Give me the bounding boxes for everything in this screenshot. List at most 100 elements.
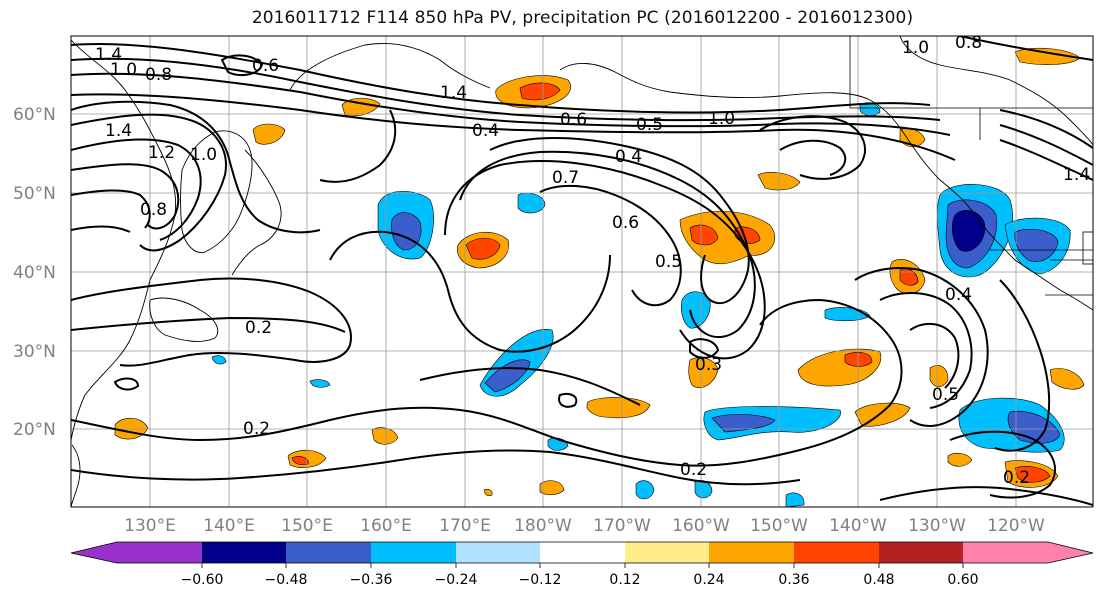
precip-positive-area — [947, 452, 973, 467]
precip-positive-area — [1049, 368, 1085, 390]
precip-negative-area — [211, 355, 227, 365]
contour-label: 0.6 — [252, 56, 279, 76]
lat-label: 20°N — [13, 420, 56, 440]
precip-positive-area — [688, 357, 719, 389]
lon-label: 150°W — [750, 516, 808, 536]
contour-label: 0.5 — [636, 115, 663, 135]
precip-negative-area — [309, 379, 331, 388]
colorbar-tick-label: 0.60 — [947, 572, 978, 588]
contour-labels: 1.4 1.0 0.8 0.6 1.4 1.4 1.2 1.0 0.8 0.2 … — [95, 33, 1090, 488]
precip-positive-area — [483, 488, 493, 497]
precip-negative-area — [951, 210, 986, 252]
lat-label: 40°N — [13, 263, 56, 283]
contour-label: 1.0 — [190, 145, 217, 165]
contour-label: 1.4 — [105, 121, 132, 141]
precip-positive-area — [252, 123, 286, 145]
contour-label: 1.0 — [110, 60, 137, 80]
colorbar-segment — [371, 542, 456, 563]
precip-positive-area — [539, 480, 565, 496]
colorbar-segment — [71, 542, 202, 563]
latitude-labels: 60°N 50°N 40°N 30°N 20°N — [13, 105, 56, 440]
precip-positive-area — [689, 224, 719, 246]
map-frame — [70, 35, 1094, 508]
contour-label: 0.3 — [695, 355, 722, 375]
lon-label: 160°E — [360, 516, 412, 536]
colorbar-segment — [286, 542, 371, 563]
colorbar-tick-label: −0.12 — [519, 572, 562, 588]
precip-positive-area — [519, 82, 561, 101]
lat-label: 60°N — [13, 105, 56, 125]
contour-label: 0.4 — [615, 147, 642, 167]
lat-label: 50°N — [13, 184, 56, 204]
borders — [849, 36, 1093, 296]
contour-label: 0.6 — [612, 213, 639, 233]
colorbar-tick-label: 0.48 — [863, 572, 894, 588]
precip-positive-area — [586, 397, 651, 419]
colorbar-tick-label: 0.24 — [693, 572, 724, 588]
contour-label: 1.0 — [708, 109, 735, 129]
precip-negative-area — [517, 192, 546, 214]
contour-label: 1.0 — [902, 38, 929, 58]
lon-label: 140°E — [203, 516, 255, 536]
lon-label: 170°E — [439, 516, 491, 536]
precip-negative-area — [711, 414, 776, 433]
contour-label: 0.2 — [680, 460, 707, 480]
contour-label: 0.4 — [945, 285, 972, 305]
colorbar-tick-label: 0.12 — [609, 572, 640, 588]
colorbar-segment — [456, 542, 540, 563]
contour-label: 0.4 — [472, 121, 499, 141]
lon-label: 120°W — [987, 516, 1045, 536]
colorbar-segment — [625, 542, 709, 563]
colorbar-tick-label: 0.36 — [778, 572, 809, 588]
pv-contours — [71, 36, 1093, 506]
colorbar: −0.60 −0.48 −0.36 −0.24 −0.12 0.12 0.24 … — [70, 541, 1094, 588]
precip-positive-area — [929, 365, 949, 388]
precip-positive-area — [854, 402, 911, 427]
contour-label: 0.8 — [140, 200, 167, 220]
colorbar-tick-label: −0.24 — [435, 572, 478, 588]
colorbar-segment — [202, 542, 286, 563]
contour-label: 1.4 — [440, 83, 467, 103]
colorbar-segment — [879, 542, 963, 563]
colorbar-tick-label: −0.60 — [181, 572, 224, 588]
contour-label: 0.5 — [932, 385, 959, 405]
colorbar-tick-label: −0.48 — [265, 572, 308, 588]
precip-negative-area — [1014, 229, 1059, 262]
coastlines — [71, 36, 1093, 507]
map-title: 2016011712 F114 850 hPa PV, precipitatio… — [251, 8, 914, 28]
contour-label: 1.4 — [1063, 165, 1090, 185]
colorbar-outline — [70, 541, 1094, 564]
lon-label: 170°W — [593, 516, 651, 536]
precip-positive-area — [371, 427, 399, 445]
contour-label: 0.2 — [245, 318, 272, 338]
lon-label: 140°W — [829, 516, 887, 536]
precip-positive-area — [797, 348, 882, 387]
precip-negative-area — [635, 480, 655, 500]
contour-label: 1.4 — [95, 45, 122, 65]
contour-label: 0.5 — [655, 252, 682, 272]
contour-label: 0.8 — [955, 33, 982, 53]
contour-label: 0.6 — [560, 110, 587, 130]
contour-label: 1.2 — [148, 143, 175, 163]
map-gridlines — [71, 36, 1093, 507]
colorbar-segment — [963, 542, 1093, 563]
colorbar-tick-label: −0.36 — [350, 572, 393, 588]
colorbar-segment — [709, 542, 794, 563]
lon-label: 180°W — [514, 516, 572, 536]
precip-positive-area — [465, 237, 501, 260]
precip-positive-area — [1014, 466, 1051, 483]
lon-label: 150°E — [281, 516, 333, 536]
contour-label: 0.2 — [1003, 468, 1030, 488]
precip-negative-area — [680, 291, 711, 329]
contour-label: 0.7 — [552, 168, 579, 188]
contour-label: 0.8 — [145, 65, 172, 85]
precip-negative-area — [785, 492, 805, 507]
precip-positive-area — [291, 456, 309, 466]
precip-shading — [114, 47, 1085, 507]
precip-positive-area — [844, 352, 873, 367]
colorbar-segment — [794, 542, 879, 563]
longitude-labels: 130°E 140°E 150°E 160°E 170°E 180°W 170°… — [124, 516, 1045, 536]
lon-label: 160°W — [672, 516, 730, 536]
lon-label: 130°E — [124, 516, 176, 536]
